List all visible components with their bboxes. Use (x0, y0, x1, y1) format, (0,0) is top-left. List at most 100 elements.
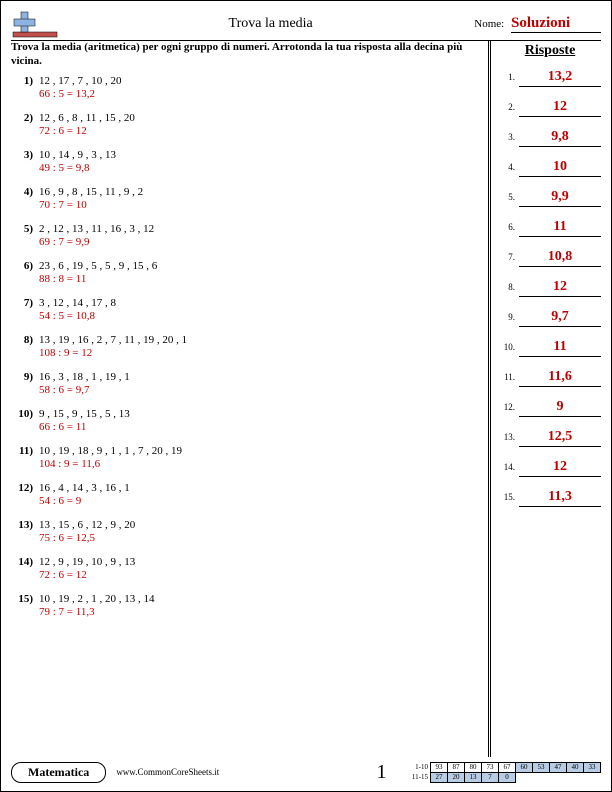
worksheet-title: Trova la media (67, 16, 474, 32)
answer-number: 8. (499, 282, 519, 292)
problem-body: 12 , 17 , 7 , 10 , 2066 : 5 = 13,2 (39, 75, 482, 100)
score-grid: 1-109387807367605347403311-1527201370 (407, 762, 602, 783)
problem-row: 14)12 , 9 , 19 , 10 , 9 , 1372 : 6 = 12 (13, 556, 482, 581)
answer-value: 11,6 (519, 369, 601, 387)
problem-number: 2) (13, 112, 39, 137)
answer-value: 9,9 (519, 189, 601, 207)
problem-solution: 54 : 6 = 9 (39, 495, 482, 507)
answer-row: 10.11 (499, 339, 601, 357)
answer-row: 14.12 (499, 459, 601, 477)
problem-solution: 66 : 6 = 11 (39, 421, 482, 433)
problem-body: 12 , 9 , 19 , 10 , 9 , 1372 : 6 = 12 (39, 556, 482, 581)
problem-body: 10 , 19 , 18 , 9 , 1 , 1 , 7 , 20 , 1910… (39, 445, 482, 470)
problem-solution: 54 : 5 = 10,8 (39, 310, 482, 322)
problem-row: 8)13 , 19 , 16 , 2 , 7 , 11 , 19 , 20 , … (13, 334, 482, 359)
answer-row: 6.11 (499, 219, 601, 237)
header: Trova la media Nome: Soluzioni (11, 9, 601, 41)
name-label: Nome: (474, 18, 504, 30)
body-area: Trova la media (aritmetica) per ogni gru… (11, 41, 601, 757)
problem-numbers: 16 , 9 , 8 , 15 , 11 , 9 , 2 (39, 186, 482, 198)
footer-url: www.CommonCoreSheets.it (116, 767, 356, 777)
problem-number: 15) (13, 593, 39, 618)
answer-value: 13,2 (519, 69, 601, 87)
answer-value: 10 (519, 159, 601, 177)
problems-list: 1)12 , 17 , 7 , 10 , 2066 : 5 = 13,22)12… (11, 75, 482, 618)
answer-number: 7. (499, 252, 519, 262)
answer-value: 9 (519, 399, 601, 417)
problem-body: 3 , 12 , 14 , 17 , 854 : 5 = 10,8 (39, 297, 482, 322)
answer-row: 5.9,9 (499, 189, 601, 207)
problem-row: 5)2 , 12 , 13 , 11 , 16 , 3 , 1269 : 7 =… (13, 223, 482, 248)
problem-row: 12)16 , 4 , 14 , 3 , 16 , 154 : 6 = 9 (13, 482, 482, 507)
answer-row: 7.10,8 (499, 249, 601, 267)
problem-numbers: 10 , 14 , 9 , 3 , 13 (39, 149, 482, 161)
problem-numbers: 9 , 15 , 9 , 15 , 5 , 13 (39, 408, 482, 420)
answer-value: 9,7 (519, 309, 601, 327)
answer-value: 12 (519, 279, 601, 297)
answer-value: 10,8 (519, 249, 601, 267)
problem-solution: 58 : 6 = 9,7 (39, 384, 482, 396)
problem-body: 2 , 12 , 13 , 11 , 16 , 3 , 1269 : 7 = 9… (39, 223, 482, 248)
problem-number: 11) (13, 445, 39, 470)
problem-number: 4) (13, 186, 39, 211)
answer-number: 6. (499, 222, 519, 232)
problem-numbers: 12 , 17 , 7 , 10 , 20 (39, 75, 482, 87)
answer-number: 4. (499, 162, 519, 172)
answer-number: 5. (499, 192, 519, 202)
answer-row: 1.13,2 (499, 69, 601, 87)
problem-numbers: 10 , 19 , 18 , 9 , 1 , 1 , 7 , 20 , 19 (39, 445, 482, 457)
problem-row: 6)23 , 6 , 19 , 5 , 5 , 9 , 15 , 688 : 8… (13, 260, 482, 285)
problem-numbers: 16 , 4 , 14 , 3 , 16 , 1 (39, 482, 482, 494)
problem-numbers: 23 , 6 , 19 , 5 , 5 , 9 , 15 , 6 (39, 260, 482, 272)
problem-row: 4)16 , 9 , 8 , 15 , 11 , 9 , 270 : 7 = 1… (13, 186, 482, 211)
answer-value: 9,8 (519, 129, 601, 147)
answers-column: Risposte 1.13,22.123.9,84.105.9,96.117.1… (491, 41, 601, 757)
problem-row: 7)3 , 12 , 14 , 17 , 854 : 5 = 10,8 (13, 297, 482, 322)
problem-row: 15)10 , 19 , 2 , 1 , 20 , 13 , 1479 : 7 … (13, 593, 482, 618)
answer-number: 2. (499, 102, 519, 112)
answer-value: 11 (519, 219, 601, 237)
problem-row: 13)13 , 15 , 6 , 12 , 9 , 2075 : 6 = 12,… (13, 519, 482, 544)
problem-numbers: 3 , 12 , 14 , 17 , 8 (39, 297, 482, 309)
problem-numbers: 2 , 12 , 13 , 11 , 16 , 3 , 12 (39, 223, 482, 235)
problem-solution: 72 : 6 = 12 (39, 569, 482, 581)
problem-number: 12) (13, 482, 39, 507)
page-number: 1 (377, 761, 387, 784)
problem-numbers: 13 , 19 , 16 , 2 , 7 , 11 , 19 , 20 , 1 (39, 334, 482, 346)
problem-solution: 72 : 6 = 12 (39, 125, 482, 137)
problems-column: Trova la media (aritmetica) per ogni gru… (11, 41, 491, 757)
problem-body: 12 , 6 , 8 , 11 , 15 , 2072 : 6 = 12 (39, 112, 482, 137)
problem-number: 7) (13, 297, 39, 322)
problem-number: 1) (13, 75, 39, 100)
problem-number: 8) (13, 334, 39, 359)
problem-number: 13) (13, 519, 39, 544)
answer-number: 14. (499, 462, 519, 472)
answer-row: 15.11,3 (499, 489, 601, 507)
problem-number: 5) (13, 223, 39, 248)
problem-number: 14) (13, 556, 39, 581)
answer-value: 12,5 (519, 429, 601, 447)
answer-number: 13. (499, 432, 519, 442)
answer-number: 3. (499, 132, 519, 142)
answer-number: 15. (499, 492, 519, 502)
answer-number: 9. (499, 312, 519, 322)
problem-row: 1)12 , 17 , 7 , 10 , 2066 : 5 = 13,2 (13, 75, 482, 100)
name-field: Nome: Soluzioni (474, 15, 601, 33)
problem-row: 2)12 , 6 , 8 , 11 , 15 , 2072 : 6 = 12 (13, 112, 482, 137)
instructions: Trova la media (aritmetica) per ogni gru… (11, 41, 482, 69)
answer-row: 13.12,5 (499, 429, 601, 447)
problem-row: 9)16 , 3 , 18 , 1 , 19 , 158 : 6 = 9,7 (13, 371, 482, 396)
problem-numbers: 16 , 3 , 18 , 1 , 19 , 1 (39, 371, 482, 383)
problem-solution: 108 : 9 = 12 (39, 347, 482, 359)
answer-row: 12.9 (499, 399, 601, 417)
name-value: Soluzioni (511, 15, 601, 33)
answer-value: 11 (519, 339, 601, 357)
problem-body: 16 , 3 , 18 , 1 , 19 , 158 : 6 = 9,7 (39, 371, 482, 396)
answer-value: 12 (519, 459, 601, 477)
subject-box: Matematica (11, 762, 106, 783)
answers-list: 1.13,22.123.9,84.105.9,96.117.10,88.129.… (499, 69, 601, 507)
problem-row: 10)9 , 15 , 9 , 15 , 5 , 1366 : 6 = 11 (13, 408, 482, 433)
logo-icon (11, 10, 59, 38)
problem-body: 13 , 15 , 6 , 12 , 9 , 2075 : 6 = 12,5 (39, 519, 482, 544)
problem-solution: 69 : 7 = 9,9 (39, 236, 482, 248)
